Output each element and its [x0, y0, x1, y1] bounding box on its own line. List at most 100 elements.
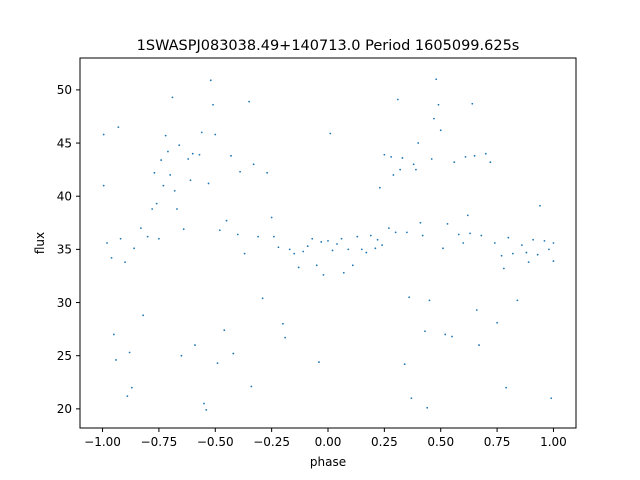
data-point — [469, 232, 471, 235]
data-point — [507, 236, 510, 239]
data-point — [342, 271, 345, 274]
data-point — [433, 117, 435, 120]
data-point — [216, 362, 219, 365]
data-point — [520, 244, 523, 247]
data-point — [387, 227, 390, 230]
data-point — [421, 234, 424, 237]
x-tick-label: 0.75 — [484, 435, 511, 449]
data-point — [550, 397, 553, 400]
data-point — [153, 171, 156, 174]
data-point — [112, 333, 115, 336]
data-point — [117, 126, 120, 129]
data-point — [232, 352, 235, 355]
data-point — [444, 333, 447, 336]
data-point — [403, 363, 406, 366]
data-point — [516, 299, 519, 302]
data-point — [133, 247, 136, 250]
data-point — [466, 214, 469, 217]
x-tick-label: 0.25 — [371, 435, 398, 449]
x-tick-label: 0.50 — [427, 435, 454, 449]
data-point — [536, 253, 539, 256]
data-point — [248, 100, 250, 103]
data-point — [218, 229, 221, 232]
data-point — [489, 161, 492, 164]
data-point — [178, 144, 181, 147]
y-tick-label: 20 — [57, 402, 72, 416]
data-point — [239, 170, 241, 173]
data-point — [158, 237, 160, 240]
x-tick-label: 1.00 — [540, 435, 567, 449]
data-point — [525, 251, 528, 254]
data-point — [412, 163, 415, 166]
data-point — [293, 252, 296, 255]
data-point — [189, 179, 192, 182]
data-point — [225, 219, 228, 222]
x-axis-ticks: −1.00 −0.75 −0.50 −0.25 0.00 0.25 0.50 0.75 1.00 — [84, 428, 567, 449]
data-point — [306, 245, 309, 248]
x-tick-label: −1.00 — [84, 435, 121, 449]
data-point — [394, 231, 397, 234]
data-point — [214, 133, 217, 136]
data-points — [102, 78, 555, 411]
data-point — [270, 216, 273, 219]
data-point — [191, 152, 194, 155]
data-point — [415, 168, 417, 171]
data-point — [462, 242, 465, 244]
data-point — [318, 361, 320, 363]
data-point — [424, 330, 426, 333]
data-point — [376, 238, 379, 241]
data-point — [347, 248, 350, 251]
data-point — [160, 159, 163, 161]
data-point — [428, 299, 431, 302]
data-point — [106, 242, 108, 244]
data-point — [119, 237, 122, 240]
data-point — [257, 235, 260, 238]
data-point — [408, 296, 411, 299]
x-tick-label: −0.75 — [141, 435, 178, 449]
y-axis-ticks: 20 25 30 35 40 45 50 — [57, 83, 80, 416]
data-point — [180, 354, 183, 357]
data-point — [360, 248, 363, 251]
data-point — [261, 297, 264, 300]
data-point — [401, 157, 404, 159]
data-point — [527, 261, 530, 264]
data-point — [194, 344, 196, 346]
data-point — [390, 155, 393, 158]
data-point — [236, 233, 239, 236]
y-tick-label: 25 — [57, 349, 72, 363]
y-tick-label: 50 — [57, 83, 72, 97]
data-point — [356, 235, 359, 238]
data-point — [198, 153, 201, 156]
data-point — [169, 174, 172, 176]
data-point — [124, 261, 126, 264]
data-point — [464, 155, 467, 158]
data-point — [548, 248, 550, 251]
data-point — [493, 242, 496, 244]
data-point — [146, 235, 149, 238]
x-tick-label: −0.25 — [253, 435, 290, 449]
data-point — [173, 190, 176, 192]
data-point — [200, 131, 203, 134]
data-point — [457, 233, 460, 236]
data-point — [475, 309, 478, 311]
data-point — [396, 98, 399, 101]
x-tick-label: −0.50 — [197, 435, 234, 449]
data-point — [115, 359, 117, 361]
data-point — [435, 78, 438, 81]
plot-area — [80, 58, 576, 428]
data-point — [311, 237, 314, 240]
data-point — [500, 254, 503, 257]
data-point — [266, 171, 269, 174]
data-point — [102, 184, 105, 187]
data-point — [532, 238, 535, 241]
data-point — [496, 321, 498, 324]
x-axis-label: phase — [310, 455, 346, 469]
data-point — [203, 402, 205, 405]
data-point — [187, 158, 190, 160]
data-point — [110, 256, 113, 259]
y-axis-label: flux — [33, 232, 47, 254]
data-point — [502, 267, 505, 270]
data-point — [552, 260, 555, 262]
y-tick-label: 40 — [57, 190, 72, 204]
